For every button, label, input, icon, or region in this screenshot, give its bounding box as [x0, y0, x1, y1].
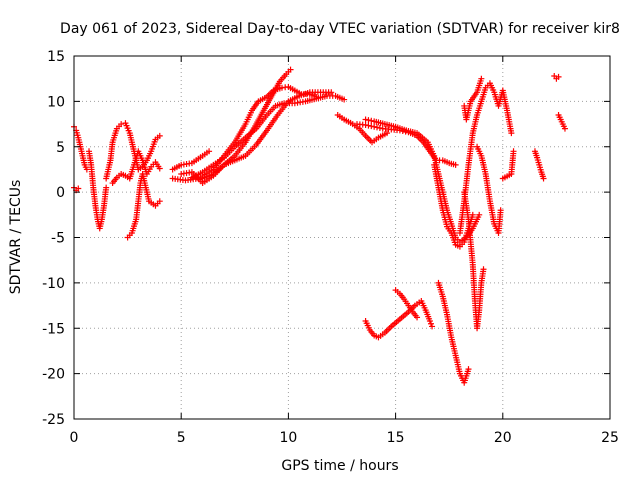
series-arc-y	[555, 111, 568, 132]
y-tick-label: 10	[47, 94, 65, 110]
y-tick-label: 5	[56, 140, 65, 156]
data-point	[362, 116, 369, 123]
x-tick-label: 5	[177, 430, 186, 446]
data-point	[376, 124, 383, 131]
x-tick-label: 20	[494, 430, 512, 446]
data-point	[465, 366, 472, 373]
series-arc-k	[199, 89, 335, 182]
series-arc-p	[456, 80, 515, 236]
series-arc-c	[86, 148, 110, 232]
series-arc-q	[474, 143, 504, 236]
x-tick-label: 0	[70, 430, 79, 446]
data-point	[469, 211, 476, 218]
data-marks	[71, 66, 568, 386]
y-tick-label: -20	[42, 367, 65, 383]
x-axis-label: GPS time / hours	[281, 458, 398, 474]
series-arc-t	[362, 298, 436, 341]
y-tick-label: -15	[42, 321, 65, 337]
data-point	[480, 266, 487, 273]
data-point	[414, 314, 421, 321]
y-axis-label: SDTVAR / TECUs	[8, 180, 24, 295]
data-point	[365, 117, 372, 124]
series-arc-l	[334, 111, 391, 146]
data-point	[510, 148, 517, 155]
data-point	[362, 121, 369, 128]
data-point	[368, 123, 375, 130]
data-point	[287, 66, 294, 73]
data-point	[561, 125, 568, 132]
data-point	[476, 211, 483, 218]
series-arc-z	[499, 148, 517, 182]
series-arc-r	[461, 189, 487, 332]
data-point	[497, 207, 504, 214]
y-tick-label: -25	[42, 412, 65, 428]
data-point	[156, 132, 163, 139]
data-point	[156, 165, 163, 172]
grid-lines	[74, 56, 610, 419]
data-point	[555, 73, 562, 80]
y-tick-label: -10	[42, 276, 65, 292]
series-arc-u	[392, 287, 421, 321]
data-point	[368, 117, 375, 124]
series-arc-g	[169, 148, 213, 173]
series-arc-s	[461, 75, 485, 123]
data-point	[341, 96, 348, 103]
data-point	[429, 323, 436, 330]
data-point	[426, 317, 433, 324]
data-point	[427, 320, 434, 327]
data-point	[374, 124, 381, 131]
series-arc-v	[435, 279, 472, 386]
series-arc-i	[178, 66, 294, 187]
data-point	[328, 89, 335, 96]
data-point	[103, 184, 110, 191]
data-point	[540, 175, 547, 182]
series-arc-o	[431, 161, 476, 250]
data-point	[478, 75, 485, 82]
series-arc-x	[551, 72, 562, 82]
x-tick-label: 10	[279, 430, 297, 446]
data-point	[371, 123, 378, 130]
series-arc-e	[109, 148, 163, 187]
chart-title: Day 061 of 2023, Sidereal Day-to-day VTE…	[60, 21, 620, 37]
y-tick-label: -5	[51, 231, 65, 247]
data-point	[206, 148, 213, 155]
x-tick-label: 15	[387, 430, 405, 446]
data-point	[118, 121, 125, 128]
axis-ticks: 0 5 10 15 20 25 15 10 5 0 -5 -10 -15 -20 -25	[42, 49, 619, 446]
series-arc-f	[124, 170, 163, 241]
data-point	[508, 130, 515, 137]
data-point	[156, 198, 163, 205]
data-point	[384, 130, 391, 137]
data-point	[365, 122, 372, 129]
x-tick-label: 25	[601, 430, 619, 446]
y-tick-label: 0	[56, 185, 65, 201]
data-point	[75, 185, 82, 192]
series-arc-w	[531, 148, 547, 182]
data-point	[452, 161, 459, 168]
y-tick-label: 15	[47, 49, 65, 65]
